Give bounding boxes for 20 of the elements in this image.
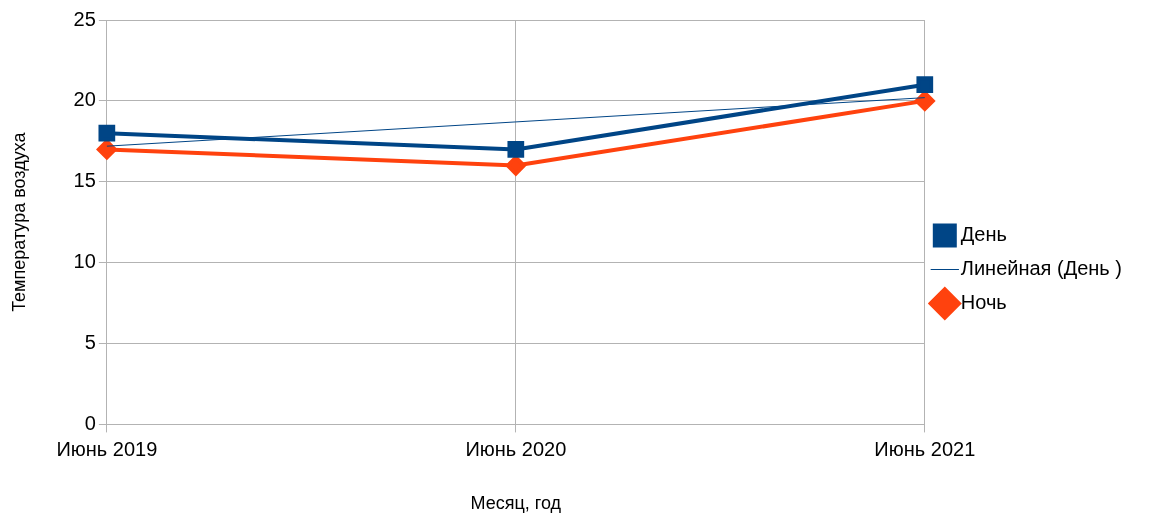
legend-label: Линейная (День ) xyxy=(960,257,1122,280)
y-tick-label: 20 xyxy=(73,88,96,111)
point xyxy=(98,124,116,142)
y-tick-label: 10 xyxy=(73,250,96,273)
y-tick-label: 25 xyxy=(73,7,96,30)
legend-label: Ночь xyxy=(960,291,1007,314)
legend-label: День xyxy=(960,223,1007,246)
y-tick-label: 15 xyxy=(73,169,96,192)
x-axis-title: Месяц, год xyxy=(470,493,562,514)
y-tick-label: 5 xyxy=(84,331,96,354)
point xyxy=(96,139,117,160)
point xyxy=(507,141,525,158)
point xyxy=(505,155,526,176)
point xyxy=(914,90,935,111)
point xyxy=(916,76,934,94)
x-tick-label: Июнь 2021 xyxy=(874,437,976,460)
y-axis-title: Температура воздуха xyxy=(8,131,29,312)
y-tick-label: 0 xyxy=(84,411,96,434)
x-tick-label: Июнь 2019 xyxy=(56,437,158,460)
x-tick-label: Июнь 2020 xyxy=(465,437,567,460)
